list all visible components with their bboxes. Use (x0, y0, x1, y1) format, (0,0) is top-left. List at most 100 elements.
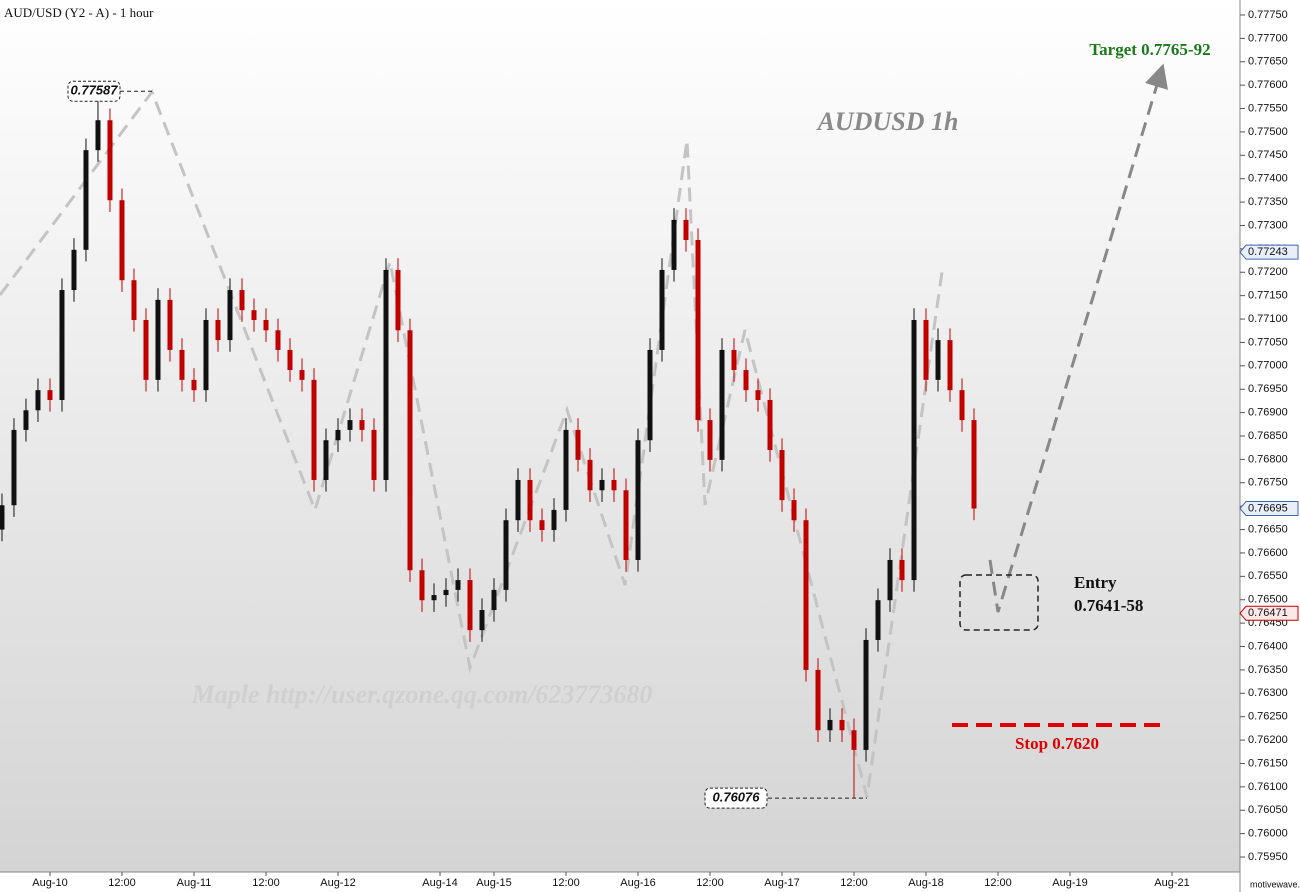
y-tick-label: 0.77550 (1248, 102, 1288, 114)
x-tick-label: Aug-18 (908, 877, 943, 889)
y-tick-label: 0.77150 (1248, 290, 1288, 302)
price-marker (1239, 605, 1299, 621)
candle-body (563, 429, 569, 510)
candle-body (935, 340, 941, 380)
candle-body (227, 290, 233, 341)
wave-overlay (0, 88, 945, 798)
y-tick-label: 0.76550 (1248, 570, 1288, 582)
entry-box (959, 574, 1039, 631)
price-marker (1239, 501, 1299, 517)
candle-body (899, 559, 905, 581)
candle-body (47, 390, 53, 400)
stop-text: Stop 0.7620 (1015, 734, 1099, 753)
y-tick-label: 0.77600 (1248, 79, 1288, 91)
candle-body (815, 669, 821, 731)
candle-body (551, 509, 557, 531)
target-text: Target 0.7765-92 (1089, 40, 1210, 59)
candle-body (695, 239, 701, 421)
x-tick-label: 12:00 (252, 877, 280, 889)
x-tick-label: Aug-14 (422, 877, 457, 889)
candle-body (431, 595, 437, 601)
y-tick-label: 0.77450 (1248, 149, 1288, 161)
candle-body (767, 399, 773, 451)
entry-range: 0.7641-58 (1074, 596, 1143, 615)
candle-body (731, 349, 737, 371)
candle-body (191, 379, 197, 391)
candle-body (575, 429, 581, 460)
price-marker-label: 0.76695 (1248, 502, 1288, 514)
candle-body (587, 459, 593, 491)
y-tick-label: 0.77650 (1248, 56, 1288, 68)
y-tick-label: 0.76500 (1248, 594, 1288, 606)
candle-body (443, 589, 449, 596)
y-tick-label: 0.76000 (1248, 828, 1288, 840)
y-tick-label: 0.76050 (1248, 804, 1288, 816)
candle-body (359, 420, 365, 430)
candle-body (371, 429, 377, 480)
candle-body (863, 639, 869, 750)
y-tick-label: 0.76350 (1248, 664, 1288, 676)
y-tick-label: 0.76300 (1248, 687, 1288, 699)
candle-body (35, 390, 41, 411)
y-tick-label: 0.77300 (1248, 219, 1288, 231)
y-tick-label: 0.76200 (1248, 734, 1288, 746)
candle-body (119, 200, 125, 281)
candle-body (179, 349, 185, 380)
y-tick-label: 0.76800 (1248, 453, 1288, 465)
candle-body (659, 269, 665, 350)
candle-body (0, 505, 5, 530)
y-tick-label: 0.76400 (1248, 640, 1288, 652)
footer: motivewave.com (1250, 879, 1300, 889)
candle-body (647, 349, 653, 441)
candle-body (275, 330, 281, 350)
y-tick-label: 0.76150 (1248, 757, 1288, 769)
y-tick-label: 0.76600 (1248, 547, 1288, 559)
candle-body (839, 719, 845, 731)
candle-body (707, 420, 713, 460)
candle-body (251, 310, 257, 320)
candle-body (719, 349, 725, 460)
candle-body (11, 429, 17, 506)
x-tick-label: 12:00 (552, 877, 580, 889)
y-tick-label: 0.77000 (1248, 360, 1288, 372)
candle-body (407, 330, 413, 571)
y-tick-label: 0.77050 (1248, 336, 1288, 348)
candle-body (203, 319, 209, 391)
candle-body (947, 340, 953, 391)
y-tick-label: 0.77350 (1248, 196, 1288, 208)
y-tick-label: 0.77500 (1248, 126, 1288, 138)
candle-body (263, 319, 269, 331)
candle-body (671, 219, 677, 270)
candle-body (791, 500, 797, 521)
y-tick-label: 0.75950 (1248, 851, 1288, 863)
candle-body (887, 559, 893, 601)
chart-title: AUD/USD (Y2 - A) - 1 hour (4, 5, 154, 20)
x-tick-label: 12:00 (840, 877, 868, 889)
candle-body (911, 319, 917, 581)
x-tick-label: Aug-21 (1154, 877, 1189, 889)
x-tick-label: 12:00 (696, 877, 724, 889)
candle-body (311, 379, 317, 480)
candle-body (779, 450, 785, 501)
candle-body (299, 370, 305, 380)
candle-body (347, 420, 353, 430)
candle-body (635, 440, 641, 560)
x-tick-label: Aug-10 (32, 877, 67, 889)
candle-body (491, 589, 497, 611)
y-tick-label: 0.76900 (1248, 407, 1288, 419)
y-axis-area (1240, 0, 1300, 892)
high-label: 0.77587 (71, 83, 119, 98)
y-tick-label: 0.77200 (1248, 266, 1288, 278)
projection-path (988, 63, 1169, 613)
candle-body (827, 719, 833, 731)
x-tick-label: Aug-12 (320, 877, 355, 889)
x-axis-area (0, 872, 1240, 892)
chart-label: AUDUSD 1h (816, 107, 959, 136)
candle-body (623, 490, 629, 560)
x-tick-label: Aug-15 (476, 877, 511, 889)
low-label: 0.76076 (713, 790, 761, 805)
x-tick-label: Aug-19 (1052, 877, 1087, 889)
candle-body (335, 429, 341, 441)
candle-body (467, 580, 473, 631)
candle-body (527, 479, 533, 521)
